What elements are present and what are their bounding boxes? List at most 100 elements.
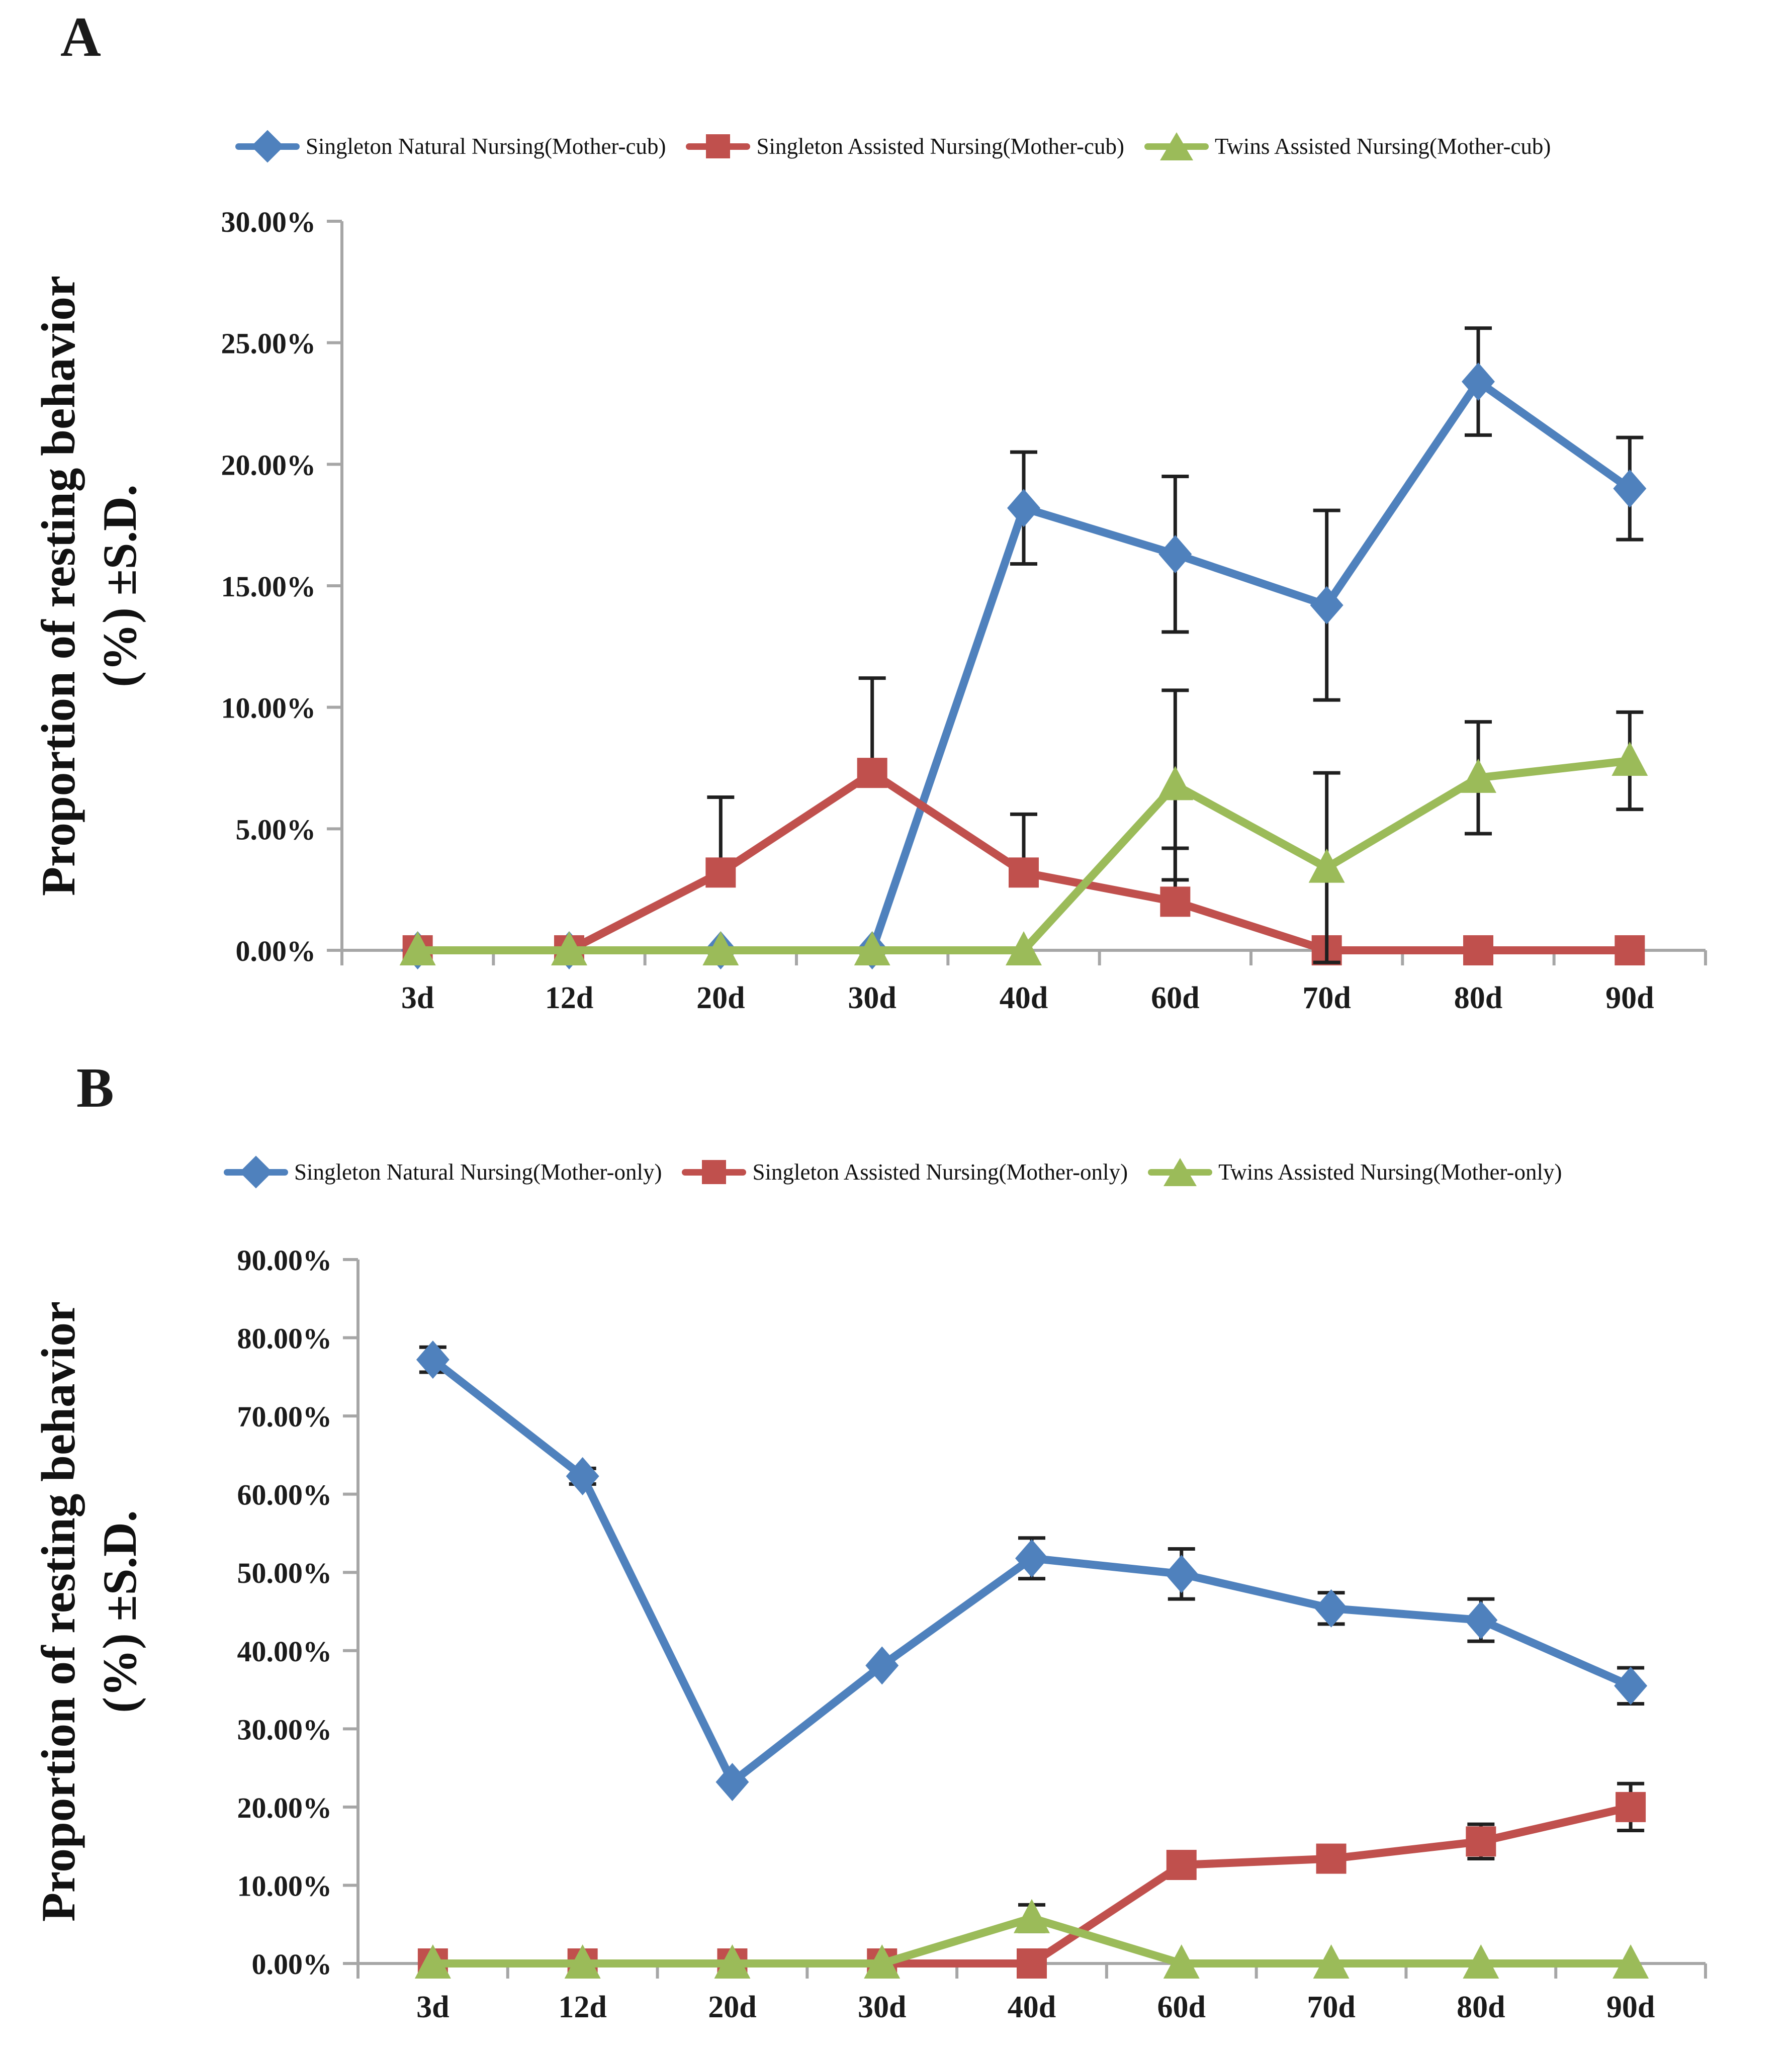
triangle-icon (1163, 1158, 1197, 1186)
x-axis-tick-label: 90d (1605, 981, 1654, 1015)
square-marker (857, 758, 887, 788)
legend-label: Singleton Natural Nursing(Mother-cub) (306, 134, 666, 159)
legend-item: Twins Assisted Nursing(Mother-only) (1148, 1155, 1562, 1189)
diamond-marker (416, 1340, 450, 1379)
x-axis-tick-label: 3d (416, 1990, 449, 2024)
square-marker (1017, 1948, 1047, 1979)
diamond-marker (1164, 1555, 1198, 1593)
triangle-marker (1612, 1944, 1649, 1979)
legend-marker-diamond-icon (235, 130, 300, 163)
legend-marker-square-icon (686, 130, 751, 163)
x-axis-tick-label: 30d (858, 1990, 906, 2024)
x-axis-tick-label: 30d (848, 981, 896, 1015)
triangle-marker (854, 931, 890, 965)
legend-marker-triangle-icon (1144, 130, 1209, 163)
legend-item: Singleton Natural Nursing(Mother-cub) (235, 130, 666, 163)
series-diamond (416, 1340, 1648, 1802)
square-icon (702, 1160, 727, 1184)
square-marker (1166, 1850, 1197, 1880)
diamond-marker (1158, 535, 1192, 574)
triangle-marker (1460, 758, 1496, 793)
triangle-marker (399, 931, 436, 965)
diamond-marker (566, 1457, 599, 1495)
x-axis-tick-label: 12d (545, 981, 593, 1015)
y-axis-tick-label: 0.00% (252, 1948, 332, 1981)
x-axis-tick-label: 60d (1151, 981, 1199, 1015)
series-square (402, 676, 1645, 965)
y-axis-tick-label: 10.00% (221, 692, 316, 725)
panel-a-legend: Singleton Natural Nursing(Mother-cub) Sin… (235, 130, 1551, 163)
panel-b-label: B (76, 1057, 114, 1119)
legend-marker-triangle-icon (1148, 1155, 1213, 1189)
diamond-marker (1007, 489, 1040, 527)
diamond-marker (1314, 1589, 1348, 1628)
panel-b-legend: Singleton Natural Nursing(Mother-only) Si… (224, 1155, 1562, 1189)
diamond-marker (1310, 586, 1343, 624)
y-axis-tick-label: 70.00% (237, 1400, 332, 1433)
x-axis-tick-label: 20d (708, 1990, 756, 2024)
triangle-marker (1308, 848, 1345, 883)
y-axis-tick-label: 25.00% (221, 327, 316, 360)
x-axis-tick-label: 60d (1157, 1990, 1206, 2024)
legend-label: Twins Assisted Nursing(Mother-only) (1218, 1159, 1562, 1185)
y-axis-tick-label: 20.00% (237, 1792, 332, 1824)
x-axis-tick-label: 80d (1454, 981, 1502, 1015)
x-axis-tick-label: 20d (696, 981, 745, 1015)
triangle-marker (564, 1944, 601, 1979)
x-axis-tick-label: 80d (1457, 1990, 1505, 2024)
diamond-marker (1614, 1666, 1648, 1705)
legend-item: Singleton Natural Nursing(Mother-only) (224, 1155, 662, 1189)
diamond-marker (865, 1646, 899, 1685)
diamond-marker (1613, 469, 1647, 508)
triangle-marker (1611, 742, 1648, 776)
x-axis-tick-label: 40d (1008, 1990, 1056, 2024)
square-marker (1316, 1843, 1347, 1874)
square-marker (1616, 1792, 1646, 1822)
triangle-marker (1463, 1944, 1499, 1979)
triangle-marker (1006, 931, 1042, 965)
legend-item: Twins Assisted Nursing(Mother-cub) (1144, 130, 1551, 163)
square-marker (1466, 1826, 1496, 1857)
square-marker (1463, 935, 1493, 965)
x-axis-tick-label: 90d (1606, 1990, 1655, 2024)
y-axis-tick-label: 90.00% (237, 1244, 332, 1277)
triangle-marker (414, 1944, 451, 1979)
x-axis-tick-label: 40d (1000, 981, 1048, 1015)
diamond-marker (1462, 363, 1495, 401)
y-axis-tick-label: 10.00% (237, 1869, 332, 1902)
square-marker (1009, 857, 1039, 888)
y-axis-tick-label: 30.00% (221, 206, 316, 238)
y-axis-tick-label: 5.00% (236, 813, 316, 846)
x-axis-tick-label: 70d (1302, 981, 1351, 1015)
triangle-marker (864, 1944, 901, 1979)
square-marker (705, 857, 736, 888)
diamond-marker (1015, 1539, 1048, 1578)
triangle-icon (1160, 132, 1193, 160)
legend-marker-diamond-icon (224, 1155, 288, 1189)
y-axis-tick-label: 15.00% (221, 570, 316, 603)
triangle-marker (1014, 1899, 1050, 1933)
y-axis-tick-label: 30.00% (237, 1713, 332, 1746)
series-square (417, 1781, 1646, 1979)
y-axis-tick-label: 20.00% (221, 449, 316, 481)
series-line (428, 1803, 1635, 1968)
series-triangle (414, 1899, 1649, 1979)
legend-item: Singleton Assisted Nursing(Mother-cub) (686, 130, 1124, 163)
x-axis-tick-label: 12d (558, 1990, 606, 2024)
triangle-marker (551, 931, 587, 965)
legend-label: Twins Assisted Nursing(Mother-cub) (1215, 134, 1551, 159)
y-axis-tick-label: 60.00% (237, 1479, 332, 1511)
triangle-marker (1313, 1944, 1350, 1979)
legend-label: Singleton Assisted Nursing(Mother-only) (752, 1159, 1128, 1185)
diamond-marker (1464, 1601, 1498, 1640)
square-icon (706, 134, 731, 158)
series-triangle (399, 688, 1648, 965)
legend-item: Singleton Assisted Nursing(Mother-only) (682, 1155, 1128, 1189)
x-axis-tick-label: 3d (401, 981, 434, 1015)
y-axis-tick-label: 80.00% (237, 1322, 332, 1355)
diamond-marker (715, 1763, 749, 1802)
x-axis-tick-label: 70d (1307, 1990, 1355, 2024)
panel-a-chart: 0.00% 5.00% 10.00% 15.00% 20.00% 25.00% 30.00%… (221, 206, 1707, 1015)
y-axis-tick-label: 50.00% (237, 1557, 332, 1589)
